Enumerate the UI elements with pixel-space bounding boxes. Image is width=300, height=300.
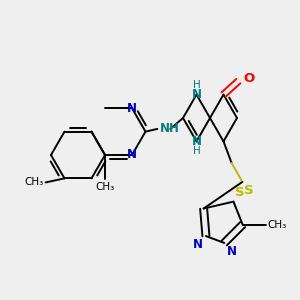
Text: CH₃: CH₃ bbox=[24, 177, 44, 188]
Text: N: N bbox=[227, 245, 237, 258]
Text: O: O bbox=[243, 72, 255, 85]
Text: N: N bbox=[191, 88, 202, 101]
Text: H: H bbox=[193, 80, 200, 90]
Text: H: H bbox=[193, 146, 200, 156]
Text: N: N bbox=[191, 135, 202, 148]
Text: N: N bbox=[127, 102, 137, 115]
Text: S: S bbox=[236, 186, 245, 199]
Text: CH₃: CH₃ bbox=[95, 182, 115, 192]
Text: N: N bbox=[127, 148, 137, 161]
Text: S: S bbox=[244, 184, 254, 197]
Text: N: N bbox=[193, 238, 203, 251]
Text: CH₃: CH₃ bbox=[268, 220, 287, 230]
Text: NH: NH bbox=[160, 122, 180, 135]
